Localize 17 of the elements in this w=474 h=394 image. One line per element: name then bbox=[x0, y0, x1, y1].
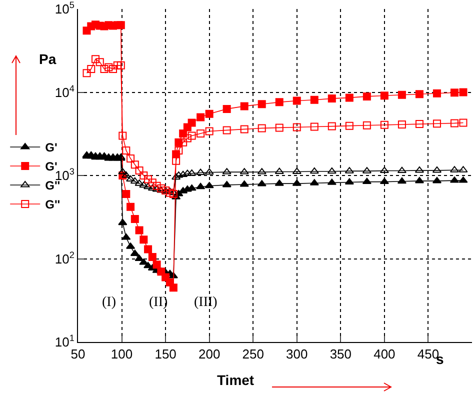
x-tick-label: 100 bbox=[110, 346, 133, 362]
legend-label: G'' bbox=[45, 178, 60, 193]
y-tick-label: 10$^{2}$ bbox=[54, 250, 74, 266]
x-tick-label: 350 bbox=[330, 346, 352, 362]
legend-label: G' bbox=[45, 160, 58, 174]
x-tick-label: 150 bbox=[154, 346, 176, 362]
annotation: (I) bbox=[102, 295, 116, 310]
legend-label: G' bbox=[45, 140, 58, 155]
x-tick-label: 250 bbox=[242, 346, 264, 362]
x-tick-label: 200 bbox=[198, 346, 220, 362]
y-tick-label: 10$^{5}$ bbox=[54, 0, 74, 17]
y-tick-label: 10$^{4}$ bbox=[54, 83, 74, 100]
x-tick-label: 300 bbox=[286, 346, 308, 362]
legend-label: G'' bbox=[45, 198, 60, 212]
x-tick-label: 400 bbox=[374, 346, 396, 362]
y-axis-title: Pa bbox=[39, 51, 56, 67]
x-axis-title: Timet bbox=[217, 372, 254, 388]
